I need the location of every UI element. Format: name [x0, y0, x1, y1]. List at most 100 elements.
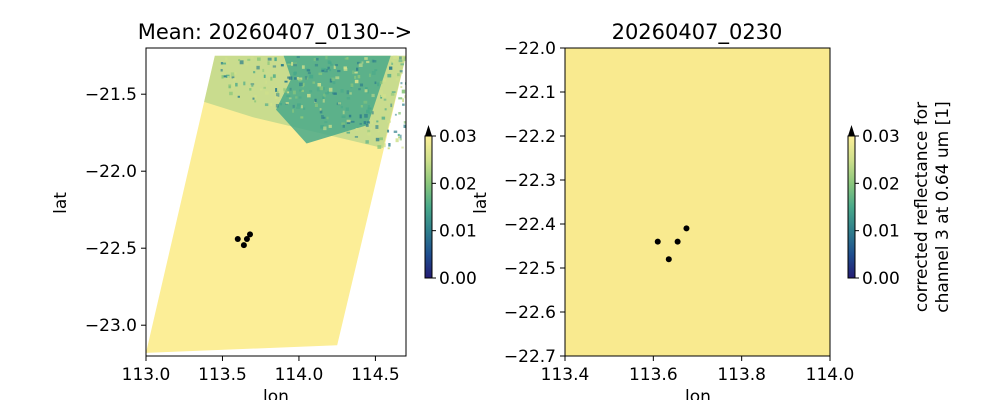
left-cloud-speckle — [367, 129, 371, 133]
left-cloud-speckle — [292, 109, 295, 113]
right-plot-field — [565, 48, 830, 356]
left-cloud-speckle — [350, 120, 355, 123]
left-cloud-speckle — [320, 125, 325, 129]
left-cloud-speckle — [300, 105, 303, 109]
left-colorbar: 0.00 0.01 0.02 0.03 — [424, 125, 477, 289]
left-cloud-speckle — [387, 120, 391, 123]
left-cloud-speckle — [299, 89, 302, 92]
left-cloud-speckle — [251, 84, 254, 87]
left-cloud-speckle — [307, 71, 311, 75]
left-cloud-speckle — [366, 60, 370, 64]
left-cloud-speckle — [365, 124, 369, 127]
left-cloud-speckle — [367, 107, 372, 110]
left-cloud-speckle — [367, 105, 370, 108]
left-cloud-speckle — [252, 97, 255, 100]
left-cloud-speckle — [325, 55, 328, 60]
left-cloud-speckle — [393, 130, 398, 133]
right-y-tick-label: −22.1 — [504, 83, 556, 103]
right-y-tick-label: −22.4 — [504, 215, 556, 235]
left-cloud-speckle — [388, 143, 391, 147]
left-cloud-speckle — [303, 107, 306, 110]
left-cloud-speckle — [262, 68, 265, 73]
right-x-ticks: 113.4 113.6 113.8 114.0 — [541, 356, 854, 385]
left-cloud-speckle — [306, 69, 311, 72]
right-chart-title: 20260407_0230 — [612, 20, 783, 45]
left-cloud-speckle — [327, 66, 330, 70]
left-cloud-speckle — [298, 96, 302, 99]
left-cloud-speckle — [364, 57, 368, 60]
left-cloud-speckle — [343, 68, 348, 71]
left-cloud-speckle — [270, 76, 273, 81]
left-cloud-speckle — [368, 73, 371, 78]
right-y-tick-label: −22.6 — [504, 303, 556, 323]
left-cloud-speckle — [286, 95, 291, 98]
left-cloud-speckle — [323, 68, 327, 72]
left-cloud-speckle — [294, 77, 298, 80]
left-cloud-speckle — [220, 62, 224, 65]
left-colorbar-tick-label: 0.03 — [439, 127, 477, 147]
right-x-tick-label: 113.8 — [717, 365, 766, 385]
left-cloud-speckle — [287, 62, 291, 66]
left-cloud-speckle — [360, 127, 363, 131]
left-cloud-speckle — [293, 63, 297, 67]
left-cloud-speckle — [283, 87, 286, 91]
left-cloud-speckle — [237, 95, 240, 98]
left-cloud-speckle — [341, 122, 346, 126]
left-cloud-speckle — [230, 72, 235, 77]
left-cloud-speckle — [319, 110, 323, 114]
left-cloud-speckle — [272, 74, 276, 78]
left-cloud-speckle — [274, 96, 278, 99]
left-cloud-speckle — [257, 57, 261, 61]
left-cloud-speckle — [383, 98, 387, 101]
left-cloud-speckle — [364, 89, 368, 93]
left-cloud-speckle — [319, 108, 322, 111]
left-cloud-speckle — [340, 105, 343, 109]
left-cloud-speckle — [267, 61, 270, 65]
left-cloud-speckle — [344, 57, 349, 60]
left-cloud-speckle — [379, 90, 384, 94]
left-cloud-speckle — [287, 76, 290, 79]
left-cloud-speckle — [265, 80, 268, 84]
left-cloud-speckle — [377, 130, 380, 133]
left-cloud-speckle — [299, 82, 303, 87]
left-cloud-speckle — [338, 102, 342, 105]
left-cloud-speckle — [322, 99, 325, 103]
left-cloud-speckle — [394, 113, 397, 116]
right-x-tick-label: 113.6 — [629, 365, 678, 385]
left-cloud-speckle — [313, 57, 316, 62]
left-cloud-speckle — [403, 121, 406, 124]
left-cloud-speckle — [321, 67, 324, 71]
left-colorbar-frame — [424, 135, 433, 279]
left-cloud-speckle — [330, 63, 333, 66]
left-cloud-speckle — [314, 98, 317, 103]
left-cloud-speckle — [285, 102, 289, 105]
left-cloud-speckle — [403, 124, 406, 128]
left-cloud-speckle — [401, 146, 404, 149]
right-colorbar-extend-arrow — [848, 125, 855, 136]
left-x-ticks: 113.0 113.5 114.0 114.5 — [122, 356, 400, 385]
left-cloud-speckle — [319, 86, 324, 91]
left-cloud-speckle — [368, 112, 372, 115]
left-cloud-speckle — [301, 65, 305, 69]
left-cloud-speckle — [312, 81, 316, 84]
left-cloud-speckle — [404, 82, 406, 85]
left-cloud-speckle — [221, 75, 224, 79]
left-cloud-speckle — [371, 120, 374, 125]
left-cloud-speckle — [321, 69, 325, 72]
right-y-tick-label: −22.7 — [504, 347, 556, 367]
left-cloud-speckle — [366, 121, 370, 124]
left-cloud-speckle — [395, 77, 399, 81]
left-cloud-speckle — [377, 145, 382, 149]
left-cloud-speckle — [307, 93, 311, 98]
left-cloud-speckle — [379, 137, 383, 141]
left-cloud-speckle — [299, 77, 303, 81]
left-cloud-speckle — [259, 88, 263, 91]
left-cloud-speckle — [275, 88, 278, 92]
left-cloud-speckle — [360, 105, 363, 108]
left-cloud-speckle — [256, 65, 260, 70]
left-cloud-speckle — [288, 76, 293, 80]
left-cloud-speckle — [340, 89, 344, 93]
left-cloud-speckle — [379, 81, 383, 84]
left-cloud-speckle — [325, 92, 329, 95]
